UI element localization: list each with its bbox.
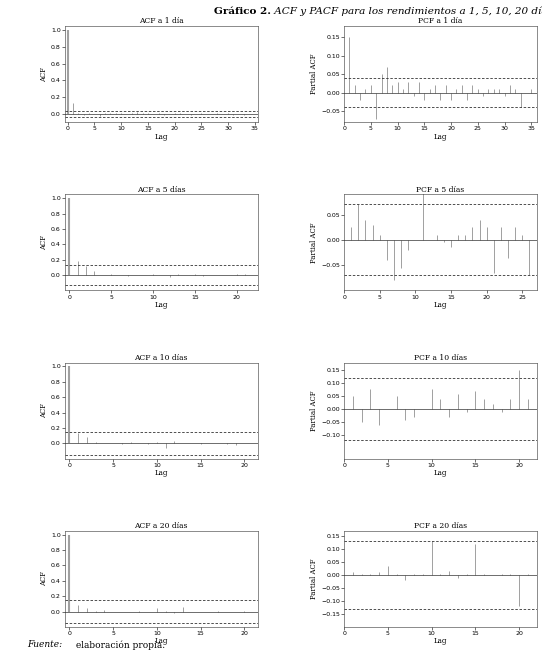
Y-axis label: ACF: ACF: [40, 403, 48, 418]
Text: Gráfico 2.: Gráfico 2.: [214, 7, 271, 16]
Text: Fuente:: Fuente:: [27, 641, 62, 649]
Y-axis label: ACF: ACF: [40, 67, 48, 82]
X-axis label: Lag: Lag: [154, 301, 168, 309]
X-axis label: Lag: Lag: [434, 470, 447, 477]
X-axis label: Lag: Lag: [154, 470, 168, 477]
Title: ACF a 20 días: ACF a 20 días: [134, 522, 188, 530]
Y-axis label: Partial ACF: Partial ACF: [311, 390, 318, 431]
X-axis label: Lag: Lag: [154, 637, 168, 645]
Y-axis label: Partial ACF: Partial ACF: [311, 54, 318, 95]
Title: PCF a 5 días: PCF a 5 días: [416, 185, 464, 193]
Y-axis label: ACF: ACF: [40, 235, 48, 250]
Title: PCF a 20 días: PCF a 20 días: [414, 522, 467, 530]
Title: ACF a 10 días: ACF a 10 días: [134, 354, 188, 362]
Text: ACF y PACF para los rendimientos a 1, 5, 10, 20 días: ACF y PACF para los rendimientos a 1, 5,…: [271, 7, 542, 16]
Title: PCF a 1 día: PCF a 1 día: [418, 18, 462, 25]
X-axis label: Lag: Lag: [434, 637, 447, 645]
Text: elaboración propia.: elaboración propia.: [74, 640, 165, 650]
X-axis label: Lag: Lag: [154, 133, 168, 141]
Y-axis label: ACF: ACF: [40, 571, 48, 586]
X-axis label: Lag: Lag: [434, 133, 447, 141]
Y-axis label: Partial ACF: Partial ACF: [311, 558, 318, 599]
Title: ACF a 1 día: ACF a 1 día: [139, 18, 184, 25]
Y-axis label: Partial ACF: Partial ACF: [311, 222, 318, 263]
Title: ACF a 5 días: ACF a 5 días: [137, 185, 185, 193]
Title: PCF a 10 días: PCF a 10 días: [414, 354, 467, 362]
X-axis label: Lag: Lag: [434, 301, 447, 309]
